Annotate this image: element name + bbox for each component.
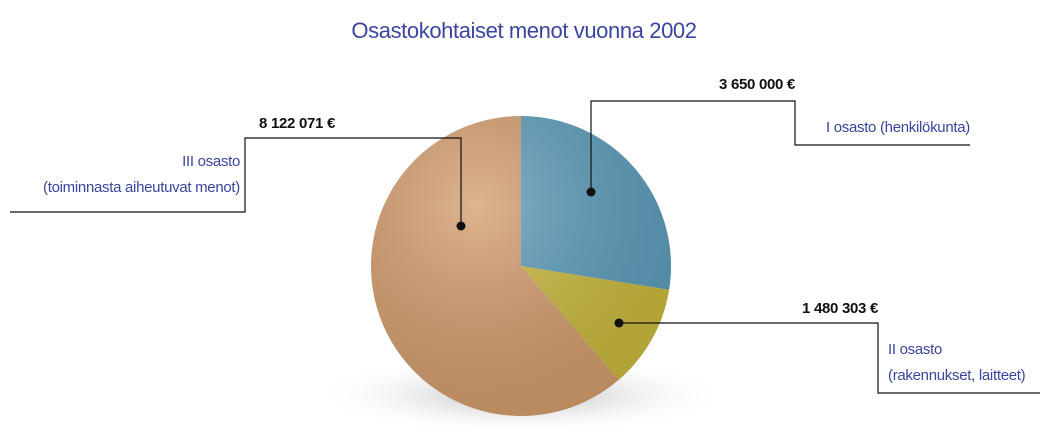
category-label: I osasto (henkilökunta) (825, 119, 970, 136)
leader-dot (614, 318, 624, 328)
value-label: 1 480 303 € (802, 300, 878, 317)
category-label: III osasto (toiminnasta aiheutuvat menot… (43, 153, 240, 196)
category-label: II osasto (rakennukset, laitteet) (888, 341, 1026, 384)
leader-line (10, 137, 462, 226)
leader-dot (456, 221, 466, 231)
leader-line (619, 322, 1040, 394)
leader-line (590, 100, 970, 192)
leader-dot (586, 187, 596, 197)
chart-title: Osastokohtaiset menot vuonna 2002 (351, 18, 697, 43)
value-label: 8 122 071 € (259, 115, 335, 132)
pie-shading (371, 116, 671, 416)
value-label: 3 650 000 € (719, 76, 795, 93)
